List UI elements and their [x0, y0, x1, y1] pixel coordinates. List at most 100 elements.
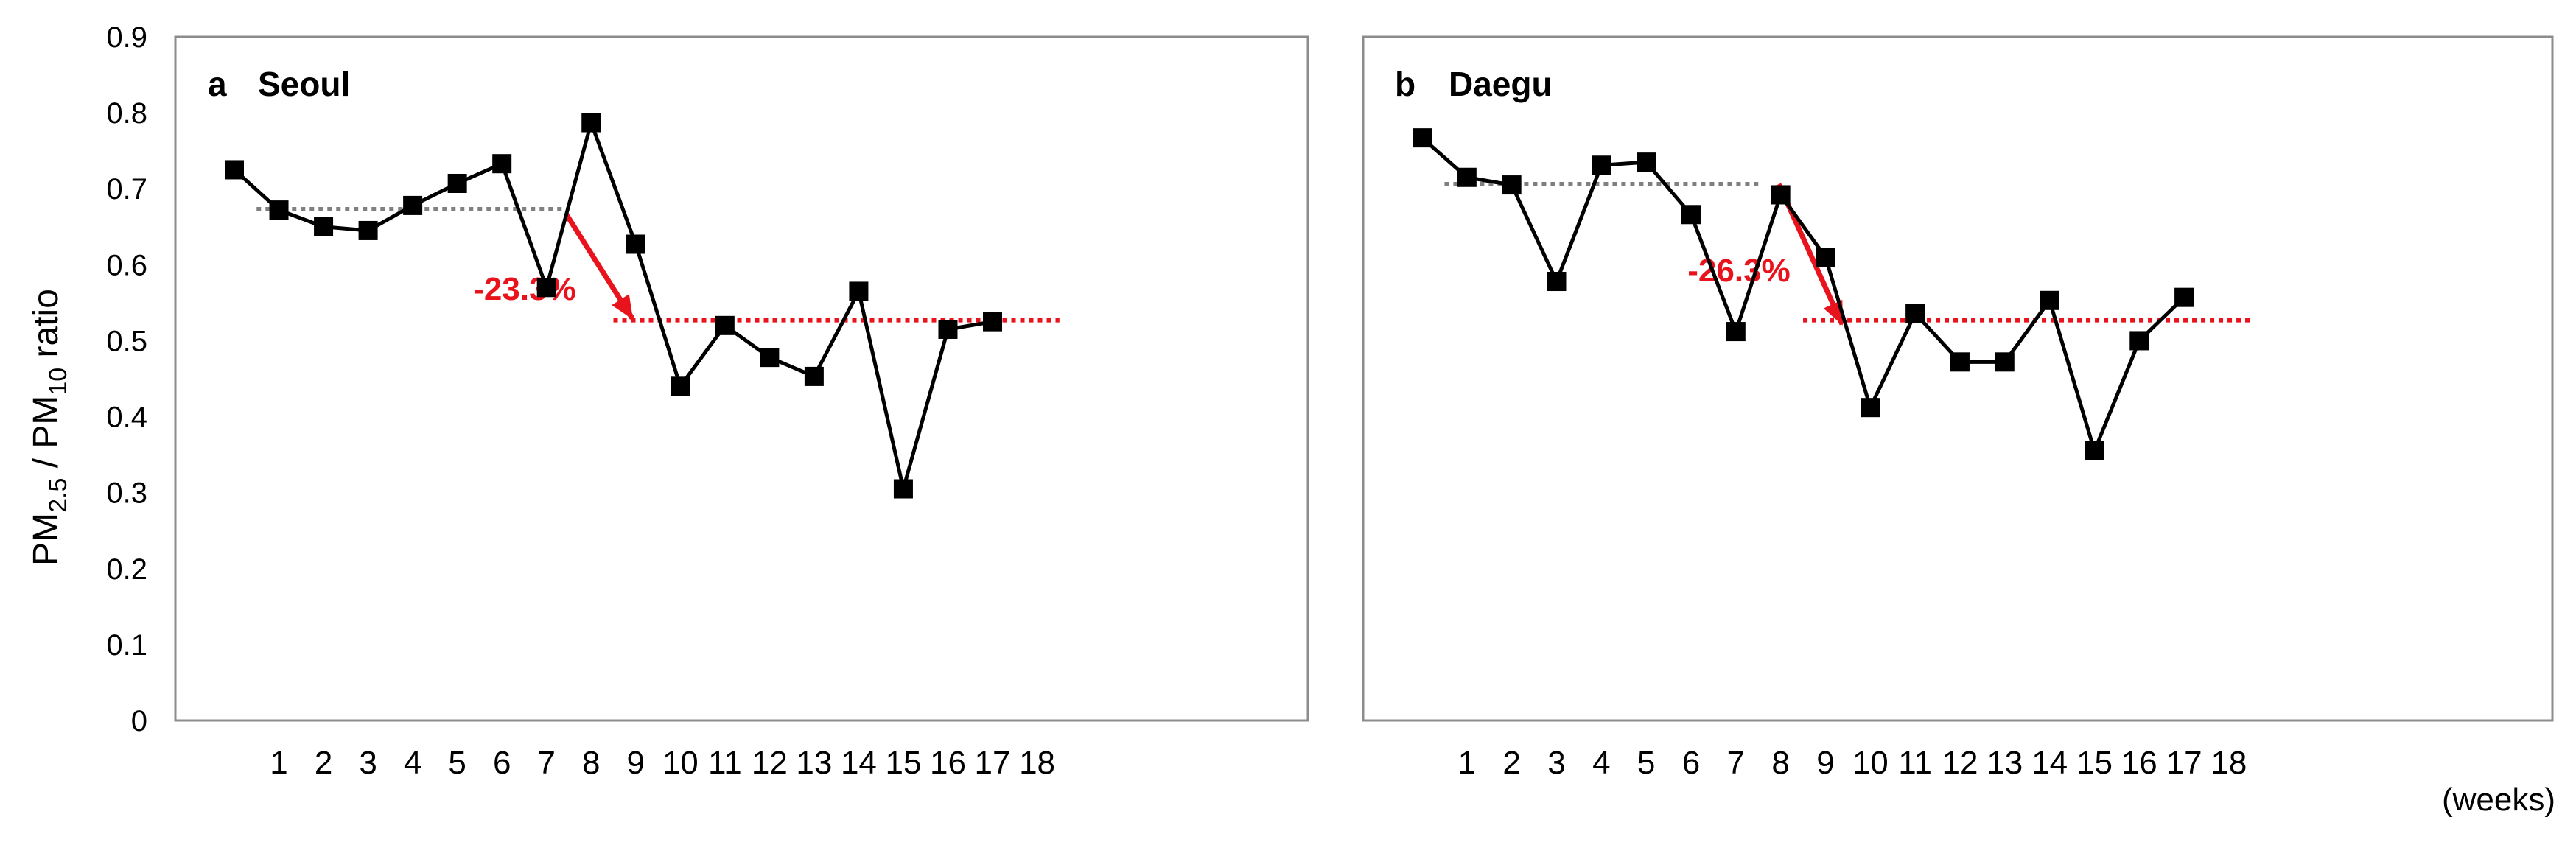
x-tick-label: 9 [627, 745, 645, 781]
y-tick-label: 0.7 [106, 173, 147, 206]
x-tick-label: 6 [493, 745, 511, 781]
panel-daegu-title: Daegu [1449, 65, 1553, 103]
reference-lines [1444, 182, 2252, 323]
x-tick-label: 18 [2211, 745, 2247, 781]
x-tick-label: 17 [2166, 745, 2202, 781]
x-tick-label: 1 [1458, 745, 1476, 781]
data-point-marker [492, 154, 512, 174]
data-point-marker [581, 113, 601, 133]
x-tick-label: 2 [315, 745, 332, 781]
x-tick-label: 18 [1019, 745, 1055, 781]
y-tick-labels: 0 0.1 0.2 0.3 0.4 0.5 0.6 0.7 0.8 0.9 [106, 21, 147, 737]
data-point-marker [1950, 352, 1970, 372]
decline-annotation: -23.3% [473, 271, 575, 307]
data-point-marker [983, 312, 1003, 332]
data-point-marker [1681, 205, 1701, 225]
y-axis-title-pm: PM [27, 513, 66, 566]
data-point-marker [1547, 272, 1567, 292]
x-tick-label: 4 [1592, 745, 1610, 781]
x-tick-labels: 1 2 3 4 5 6 7 8 9 10 11 12 13 14 15 16 17 18 [270, 745, 1055, 781]
data-point-marker [2174, 287, 2194, 307]
data-point-marker [1771, 185, 1791, 205]
series-line [233, 116, 993, 490]
x-tick-label: 2 [1502, 745, 1520, 781]
y-axis-title-sub-10: 10 [44, 368, 72, 396]
data-point-marker [1995, 352, 2015, 372]
y-axis-title-slash-pm: / PM [27, 396, 66, 478]
y-axis-title: PM2.5 / PM10 ratio [27, 289, 72, 566]
data-point-marker [671, 376, 690, 396]
y-tick-label: 0.6 [106, 249, 147, 281]
data-point-marker [1905, 304, 1925, 323]
data-point-marker [403, 195, 423, 215]
x-tick-label: 8 [1771, 745, 1789, 781]
panel-daegu: b Daegu -26.3% 1 2 3 4 5 6 7 8 9 10 11 12 13 14 15 16 17… [1362, 35, 2554, 781]
x-tick-label: 3 [1547, 745, 1565, 781]
data-point-marker [849, 281, 869, 301]
panel-seoul: a Seoul 0 0.1 0.2 0.3 0.4 0.5 0.6 0.7 0.8 0.9 -23… [106, 21, 1309, 781]
x-tick-label: 17 [975, 745, 1011, 781]
data-point-marker [536, 278, 556, 298]
x-tick-label: 7 [1727, 745, 1745, 781]
panel-daegu-frame [1362, 35, 2554, 722]
data-point-marker [2085, 441, 2104, 460]
data-point-marker [893, 479, 913, 499]
y-tick-label: 0 [131, 705, 147, 737]
panel-seoul-title: Seoul [258, 65, 350, 103]
data-point-marker [938, 319, 958, 339]
y-tick-label: 0.3 [106, 477, 147, 510]
data-point-marker [626, 234, 645, 254]
x-tick-label: 5 [448, 745, 466, 781]
panel-seoul-letter: a [208, 65, 227, 103]
y-tick-label: 0.8 [106, 97, 147, 130]
data-series [1413, 128, 2194, 460]
data-point-marker [1861, 398, 1880, 418]
data-point-marker [1637, 152, 1656, 172]
x-tick-label: 16 [2121, 745, 2157, 781]
x-tick-label: 13 [1987, 745, 2023, 781]
data-point-marker [269, 200, 289, 220]
data-series [225, 113, 1003, 499]
x-tick-label: 16 [930, 745, 966, 781]
x-tick-label: 8 [582, 745, 600, 781]
data-point-marker [804, 366, 824, 386]
decline-annotation: -26.3% [1687, 253, 1790, 289]
data-point-marker [715, 315, 735, 335]
x-tick-label: 9 [1816, 745, 1834, 781]
data-point-marker [2129, 331, 2149, 351]
x-tick-label: 10 [662, 745, 699, 781]
x-tick-label: 14 [841, 745, 877, 781]
x-tick-label: 12 [752, 745, 788, 781]
x-tick-label: 14 [2031, 745, 2068, 781]
y-tick-label: 0.1 [106, 629, 147, 662]
x-axis-unit-label: (weeks) [2442, 782, 2555, 818]
data-point-marker [314, 217, 334, 236]
data-point-marker [447, 174, 467, 194]
data-point-marker [1816, 248, 1835, 267]
data-point-marker [1457, 167, 1477, 187]
x-tick-label: 10 [1852, 745, 1889, 781]
x-tick-label: 1 [270, 745, 287, 781]
x-tick-label: 11 [708, 745, 742, 781]
panel-daegu-letter: b [1395, 65, 1415, 103]
y-axis-title-sub-2-5: 2.5 [44, 478, 72, 513]
x-tick-label: 3 [359, 745, 377, 781]
y-tick-label: 0.4 [106, 402, 147, 434]
data-point-marker [1592, 155, 1611, 175]
x-tick-label: 4 [404, 745, 421, 781]
x-tick-label: 11 [1898, 745, 1932, 781]
y-tick-label: 0.9 [106, 21, 147, 54]
x-tick-label: 15 [2076, 745, 2113, 781]
x-tick-label: 13 [796, 745, 832, 781]
data-point-marker [1413, 128, 1432, 148]
y-tick-label: 0.5 [106, 325, 147, 357]
x-tick-label: 12 [1942, 745, 1978, 781]
x-tick-label: 6 [1682, 745, 1700, 781]
data-point-marker [2040, 290, 2059, 310]
x-tick-label: 15 [885, 745, 921, 781]
series-line [1421, 136, 2185, 457]
data-point-marker [358, 220, 378, 240]
x-tick-label: 7 [537, 745, 555, 781]
data-point-marker [1726, 322, 1746, 342]
